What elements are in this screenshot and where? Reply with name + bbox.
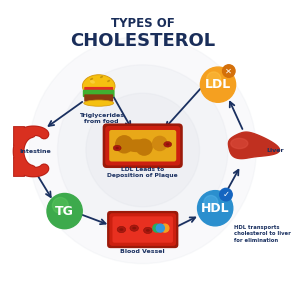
Ellipse shape xyxy=(132,227,136,230)
FancyBboxPatch shape xyxy=(109,213,176,246)
Text: HDL: HDL xyxy=(201,202,230,215)
Circle shape xyxy=(223,65,235,77)
Text: TYPES OF: TYPES OF xyxy=(111,17,175,30)
Text: Liver: Liver xyxy=(266,148,284,152)
Circle shape xyxy=(116,136,133,153)
Ellipse shape xyxy=(164,142,172,147)
FancyBboxPatch shape xyxy=(112,216,173,243)
Ellipse shape xyxy=(116,147,119,149)
Circle shape xyxy=(156,224,164,232)
Polygon shape xyxy=(231,138,248,148)
Ellipse shape xyxy=(117,226,126,233)
Text: LDL: LDL xyxy=(205,78,231,91)
Text: HDL transports
cholesterol to liver
for elimination: HDL transports cholesterol to liver for … xyxy=(234,225,290,243)
Text: Blood Vessel: Blood Vessel xyxy=(120,249,165,254)
Circle shape xyxy=(204,196,218,210)
Circle shape xyxy=(52,197,68,213)
Circle shape xyxy=(86,93,200,207)
FancyBboxPatch shape xyxy=(84,87,113,93)
Ellipse shape xyxy=(113,145,121,151)
Circle shape xyxy=(153,136,167,151)
Text: LDL Leads to
Deposition of Plaque: LDL Leads to Deposition of Plaque xyxy=(107,167,178,178)
Ellipse shape xyxy=(90,78,93,80)
Text: ✕: ✕ xyxy=(225,66,232,75)
Text: TG: TG xyxy=(55,205,74,218)
Polygon shape xyxy=(124,140,150,152)
Text: Triglycerides
from food: Triglycerides from food xyxy=(79,113,124,124)
Ellipse shape xyxy=(130,225,139,231)
Ellipse shape xyxy=(107,80,110,82)
Text: Intestine: Intestine xyxy=(19,149,51,154)
Circle shape xyxy=(29,36,256,264)
Polygon shape xyxy=(228,132,280,159)
Text: ✓: ✓ xyxy=(223,190,230,199)
Circle shape xyxy=(161,224,169,232)
Text: CHOLESTEROL: CHOLESTEROL xyxy=(70,32,215,50)
FancyBboxPatch shape xyxy=(83,90,115,97)
Ellipse shape xyxy=(146,229,150,232)
Ellipse shape xyxy=(144,227,152,233)
FancyBboxPatch shape xyxy=(109,130,176,161)
Circle shape xyxy=(47,194,82,229)
FancyBboxPatch shape xyxy=(107,211,178,248)
Ellipse shape xyxy=(166,143,169,146)
Circle shape xyxy=(200,67,236,102)
Circle shape xyxy=(220,188,232,201)
Circle shape xyxy=(136,139,152,155)
Ellipse shape xyxy=(90,80,95,84)
FancyBboxPatch shape xyxy=(105,126,180,166)
Circle shape xyxy=(153,224,161,232)
FancyBboxPatch shape xyxy=(103,123,183,168)
FancyBboxPatch shape xyxy=(84,94,113,102)
Ellipse shape xyxy=(82,75,115,98)
Circle shape xyxy=(207,72,221,86)
Ellipse shape xyxy=(100,76,103,78)
Circle shape xyxy=(58,65,228,235)
Ellipse shape xyxy=(84,100,114,106)
Ellipse shape xyxy=(119,228,123,231)
Circle shape xyxy=(198,190,233,226)
